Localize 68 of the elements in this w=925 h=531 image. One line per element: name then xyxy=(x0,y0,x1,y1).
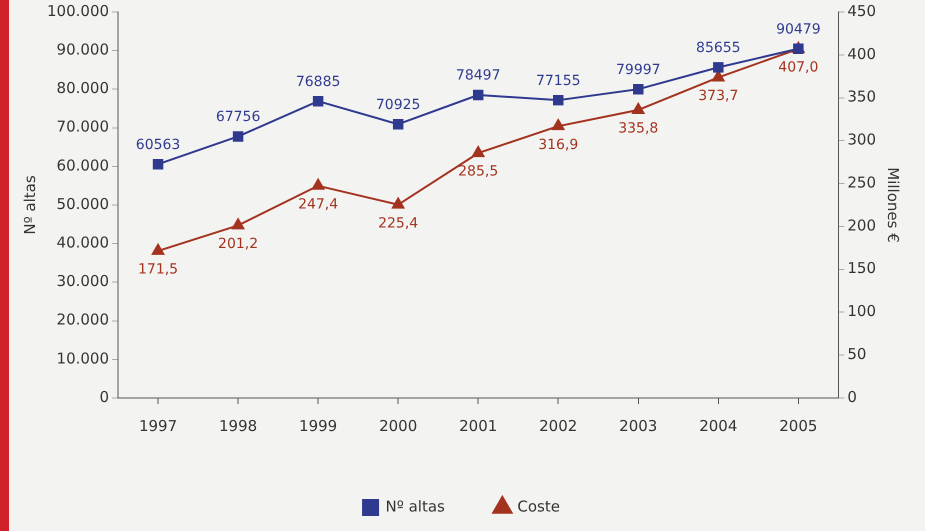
data-label: 60563 xyxy=(136,136,180,153)
y2-tick-label: 100 xyxy=(847,302,876,320)
point xyxy=(793,44,804,54)
y-tick-label: 10.000 xyxy=(56,349,110,368)
y-tick-label: 90.000 xyxy=(56,40,110,58)
x-tick-label: 2004 xyxy=(699,416,738,435)
point xyxy=(232,218,244,230)
y-tick-label: 80.000 xyxy=(56,79,110,98)
x-tick-label: 1997 xyxy=(138,416,178,435)
point xyxy=(472,90,484,100)
y-tick-label: 0 xyxy=(99,388,110,406)
point xyxy=(312,96,324,106)
point xyxy=(152,244,164,255)
point xyxy=(632,102,644,114)
y-tick-label: 40.000 xyxy=(56,233,110,252)
data-label: 247,4 xyxy=(298,196,338,212)
x-tick-label: 1999 xyxy=(299,416,338,435)
y2-tick-label: 300 xyxy=(847,130,876,149)
y2-tick-label: 0 xyxy=(847,388,857,406)
point xyxy=(392,118,404,130)
y-tick-label: 30.000 xyxy=(56,272,110,290)
legend-label: Nº altas xyxy=(386,497,446,516)
y2-tick-label: 350 xyxy=(847,88,876,106)
point xyxy=(633,84,644,94)
data-label: 79997 xyxy=(616,62,661,78)
y-tick-label: 20.000 xyxy=(56,310,110,329)
y2-tick-label: 50 xyxy=(847,345,866,363)
y2-axis-title: Millones € xyxy=(884,167,902,243)
point xyxy=(713,62,724,73)
point xyxy=(312,178,324,190)
y-tick-label: 70.000 xyxy=(56,118,110,136)
data-label: 407,0 xyxy=(778,60,818,76)
x-tick-label: 2001 xyxy=(459,416,498,435)
point xyxy=(232,131,244,142)
data-label: 78497 xyxy=(456,68,500,84)
legend-label: Coste xyxy=(517,497,560,516)
data-label: 67756 xyxy=(216,109,260,126)
data-label: 201,2 xyxy=(218,236,258,252)
x-tick-label: 2005 xyxy=(779,416,818,435)
data-label: 373,7 xyxy=(698,88,738,104)
data-label: 316,9 xyxy=(538,136,578,153)
data-label: 90479 xyxy=(776,21,821,38)
y2-tick-label: 450 xyxy=(847,2,876,20)
y2-tick-label: 400 xyxy=(847,44,876,63)
y-tick-label: 60.000 xyxy=(56,156,110,174)
x-tick-label: 2000 xyxy=(379,416,418,435)
data-label: 171,5 xyxy=(138,262,178,278)
x-tick-label: 2003 xyxy=(619,416,658,435)
data-label: 225,4 xyxy=(378,215,418,232)
y-tick-label: 50.000 xyxy=(56,194,110,213)
data-label: 77155 xyxy=(536,72,581,89)
y-tick-label: 100.000 xyxy=(47,2,110,20)
x-tick-label: 1998 xyxy=(218,416,258,435)
y2-tick-label: 250 xyxy=(847,173,876,192)
y-axis-title: Nº altas xyxy=(20,175,39,235)
y2-tick-label: 200 xyxy=(847,216,876,234)
data-label: 285,5 xyxy=(458,164,498,180)
point xyxy=(552,119,564,130)
data-label: 76885 xyxy=(296,74,340,90)
data-label: 85655 xyxy=(696,40,741,56)
y2-tick-label: 150 xyxy=(847,259,876,278)
point xyxy=(552,94,564,106)
point xyxy=(392,198,404,209)
data-label: 70925 xyxy=(376,96,420,113)
point xyxy=(152,158,164,170)
point xyxy=(472,146,484,158)
data-label: 335,8 xyxy=(618,120,658,137)
x-tick-label: 2002 xyxy=(539,416,578,435)
